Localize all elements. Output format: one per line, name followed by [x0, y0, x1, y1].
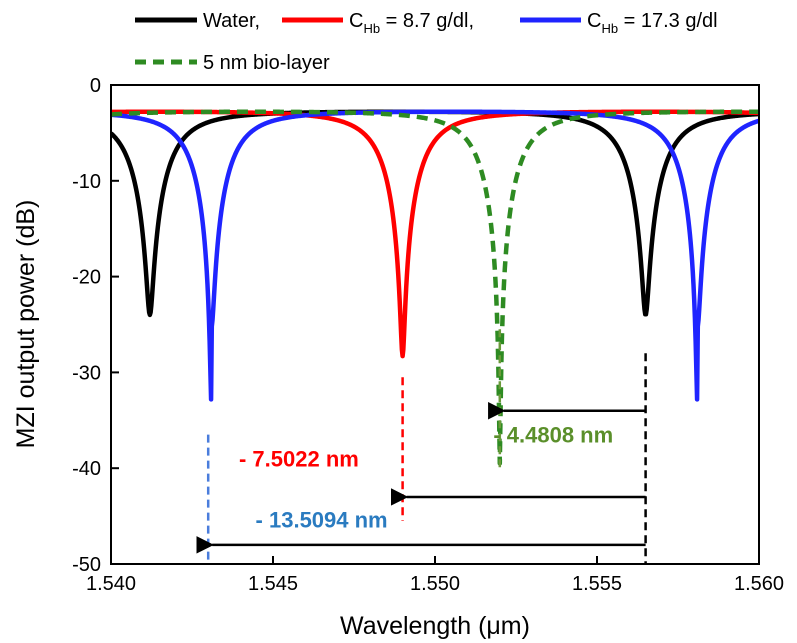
x-tick-label: 1.540	[86, 573, 136, 595]
series-line-2	[111, 109, 759, 402]
series-layer	[111, 109, 759, 466]
y-tick-label: 0	[90, 75, 101, 97]
x-axis-title: Wavelength (μm)	[340, 612, 530, 640]
y-tick-label: -30	[72, 362, 101, 384]
shift-annotation: - 13.5094 nm	[256, 508, 388, 533]
legend-label-bio-layer: 5 nm bio-layer	[203, 52, 330, 74]
x-tick-label: 1.545	[248, 573, 298, 595]
annotation-layer: - 7.5022 nm - 4.4808 nm - 13.5094 nm	[196, 329, 647, 564]
legend: Water, CHb = 8.7 g/dl, CHb = 17.3 g/dl 5…	[135, 10, 718, 74]
y-tick-label: -10	[72, 171, 101, 193]
shift-annotation: - 4.4808 nm	[493, 422, 613, 447]
tick-layer: 1.540 1.545 1.550 1.555 1.560 0 -10 -20 -30 -40 -5…	[72, 75, 784, 595]
x-tick-label: 1.550	[410, 573, 460, 595]
legend-label-chb-8-7: CHb = 8.7 g/dl,	[349, 10, 474, 36]
x-tick-label: 1.555	[572, 573, 622, 595]
y-tick-label: -20	[72, 267, 101, 289]
legend-label-chb-17-3: CHb = 17.3 g/dl	[587, 10, 718, 36]
y-tick-label: -40	[72, 458, 101, 480]
legend-label-water: Water,	[203, 10, 260, 32]
series-line-3	[111, 109, 759, 466]
y-axis-title: MZI output power (dB)	[12, 200, 40, 449]
y-tick-label: -50	[72, 554, 101, 576]
x-tick-label: 1.560	[734, 573, 784, 595]
shift-annotation: - 7.5022 nm	[239, 446, 359, 471]
